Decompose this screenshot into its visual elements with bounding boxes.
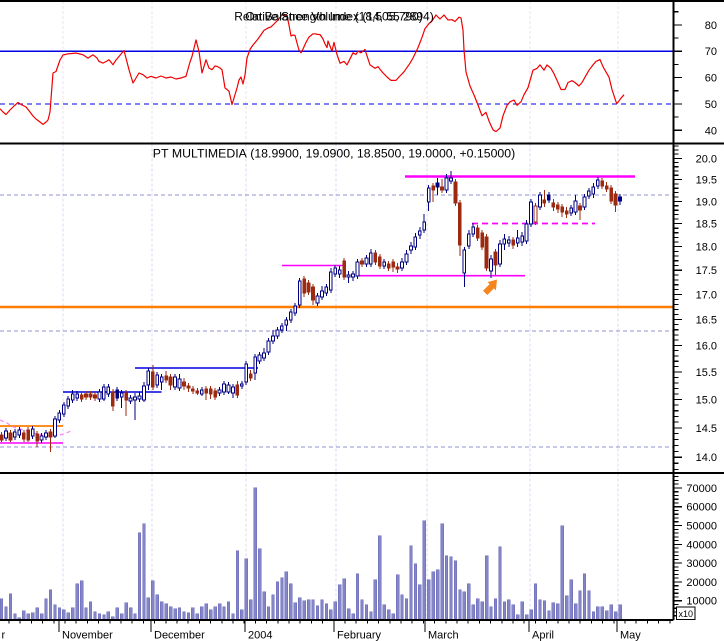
svg-text:Relative Strength Index (14, 5: Relative Strength Index (14, 55.2894): [234, 10, 433, 24]
svg-text:10000: 10000: [686, 596, 717, 608]
svg-text:May: May: [620, 630, 641, 641]
svg-text:x10: x10: [679, 609, 694, 619]
svg-text:19.5: 19.5: [696, 175, 717, 187]
svg-text:40000: 40000: [686, 539, 717, 551]
svg-text:20000: 20000: [686, 577, 717, 589]
svg-text:16.5: 16.5: [696, 315, 717, 327]
svg-text:16.0: 16.0: [696, 340, 717, 352]
svg-text:2004: 2004: [248, 630, 272, 641]
svg-text:80: 80: [705, 20, 717, 32]
svg-text:18.5: 18.5: [696, 219, 717, 231]
svg-text:60000: 60000: [686, 502, 717, 514]
svg-text:19.0: 19.0: [696, 196, 717, 208]
svg-text:15.0: 15.0: [696, 394, 717, 406]
svg-text:17.0: 17.0: [696, 290, 717, 302]
svg-text:60: 60: [705, 73, 717, 85]
svg-text:March: March: [428, 630, 459, 641]
svg-text:70000: 70000: [686, 483, 717, 495]
svg-text:November: November: [62, 630, 113, 641]
svg-text:40: 40: [705, 125, 717, 137]
svg-text:15.5: 15.5: [696, 367, 717, 379]
svg-text:20.0: 20.0: [696, 153, 717, 165]
svg-text:On Balance Volume (18,505,790): On Balance Volume (18,505,790): [245, 10, 422, 24]
svg-text:50: 50: [705, 99, 717, 111]
svg-text:14.5: 14.5: [696, 423, 717, 435]
svg-text:r: r: [2, 630, 6, 641]
svg-text:17.5: 17.5: [696, 265, 717, 277]
svg-text:70: 70: [705, 46, 717, 58]
svg-text:30000: 30000: [686, 558, 717, 570]
svg-text:50000: 50000: [686, 521, 717, 533]
svg-text:PT MULTIMEDIA (18.9900, 19.090: PT MULTIMEDIA (18.9900, 19.0900, 18.8500…: [153, 147, 515, 161]
svg-text:18.0: 18.0: [696, 242, 717, 254]
svg-text:February: February: [337, 630, 382, 641]
svg-text:April: April: [532, 630, 554, 641]
svg-text:14.0: 14.0: [696, 452, 717, 464]
svg-text:December: December: [154, 630, 205, 641]
